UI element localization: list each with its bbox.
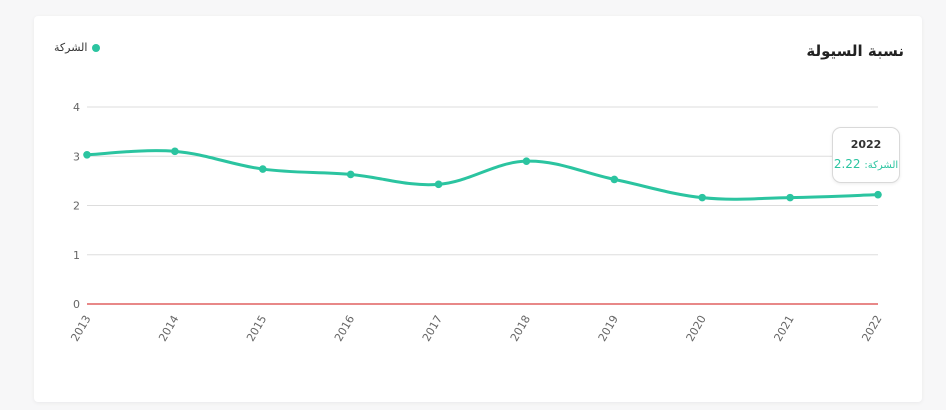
data-point[interactable] [698,193,707,202]
chart-title: نسبة السيولة [806,42,904,60]
x-tick-label: 2018 [508,313,533,344]
data-point[interactable] [610,175,619,184]
line-chart: 0 1 2 3 4 2013 2014 2015 2016 2017 2018 2019 2020 20… [68,101,884,344]
tooltip-series-label: الشركة: [864,160,899,171]
x-tick-label: 2013 [68,313,93,344]
y-tick-label: 0 [73,298,80,311]
x-tick-label: 2019 [596,313,621,344]
x-tick-label: 2022 [859,313,884,344]
data-point[interactable] [786,193,794,202]
x-tick-label: 2014 [156,313,181,344]
tooltip-value: 2.22 [833,157,861,171]
data-point[interactable] [346,170,355,179]
data-point[interactable] [83,150,91,159]
tooltip-year: 2022 [850,138,882,151]
x-tick-label: 2016 [332,313,357,344]
series-line [85,149,880,201]
x-tick-label: 2015 [244,313,269,344]
data-point[interactable] [258,165,267,173]
x-tick-label: 2021 [771,313,796,344]
data-point[interactable] [522,157,531,165]
liquidity-ratio-card: نسبة السيولة الشركة 0 1 2 3 4 2013 2014 2015 20… [34,16,922,402]
y-tick-label: 3 [73,150,80,163]
data-point[interactable] [434,180,443,189]
y-tick-label: 2 [73,200,80,213]
legend-dot-icon [92,43,101,52]
chart-legend[interactable]: الشركة [54,41,101,54]
y-tick-label: 4 [73,101,80,114]
y-tick-label: 1 [73,249,80,262]
tooltip-line: الشركة: 2.22 [833,157,899,171]
data-tooltip: 2022 الشركة: 2.22 [832,127,900,183]
x-tick-label: 2020 [684,313,709,344]
data-point[interactable] [874,190,882,199]
x-tick-label: 2017 [420,313,445,344]
data-point[interactable] [171,147,179,156]
legend-label: الشركة [54,41,88,54]
